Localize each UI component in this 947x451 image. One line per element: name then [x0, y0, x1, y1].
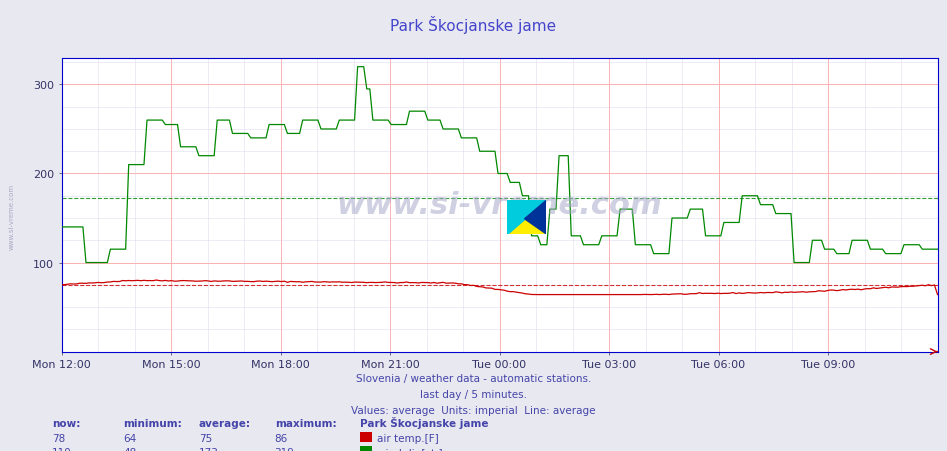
Text: Values: average  Units: imperial  Line: average: Values: average Units: imperial Line: av… [351, 405, 596, 414]
Text: 78: 78 [52, 433, 65, 442]
Text: 48: 48 [123, 447, 136, 451]
Text: air temp.[F]: air temp.[F] [377, 433, 438, 442]
Text: 86: 86 [275, 433, 288, 442]
Text: 173: 173 [199, 447, 219, 451]
Text: 64: 64 [123, 433, 136, 442]
Polygon shape [507, 201, 546, 235]
Text: www.si-vreme.com: www.si-vreme.com [9, 184, 14, 249]
Polygon shape [525, 201, 546, 235]
Text: wind dir.[st.]: wind dir.[st.] [377, 447, 442, 451]
Text: average:: average: [199, 418, 251, 428]
Polygon shape [507, 201, 546, 235]
Text: minimum:: minimum: [123, 418, 182, 428]
Text: now:: now: [52, 418, 80, 428]
Text: 75: 75 [199, 433, 212, 442]
Text: Park Škocjanske jame: Park Škocjanske jame [360, 416, 489, 428]
Text: 319: 319 [275, 447, 295, 451]
Text: 110: 110 [52, 447, 72, 451]
Text: www.si-vreme.com: www.si-vreme.com [337, 191, 662, 220]
Text: maximum:: maximum: [275, 418, 336, 428]
Text: Park Škocjanske jame: Park Škocjanske jame [390, 16, 557, 34]
Text: Slovenia / weather data - automatic stations.: Slovenia / weather data - automatic stat… [356, 373, 591, 383]
Text: last day / 5 minutes.: last day / 5 minutes. [420, 389, 527, 399]
